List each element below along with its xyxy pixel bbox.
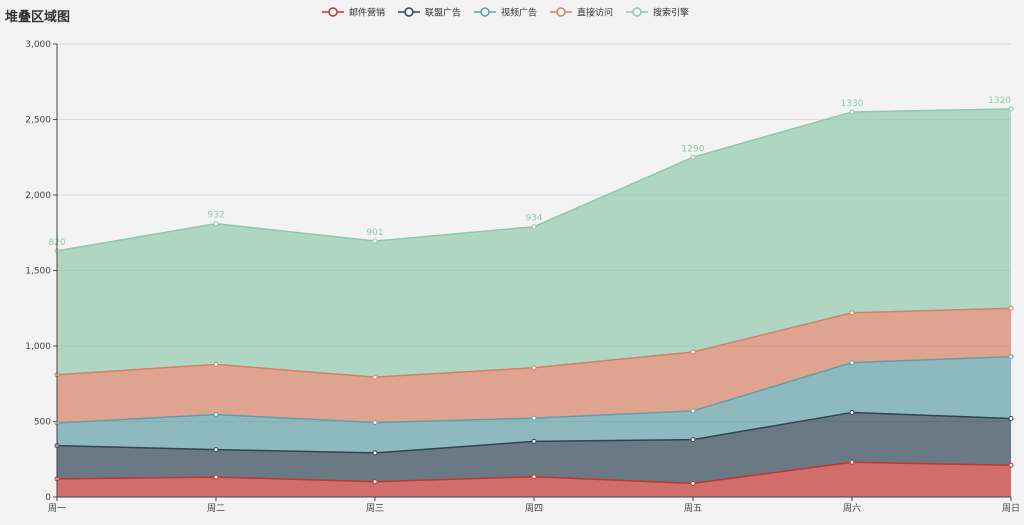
area-series-4: [57, 108, 1011, 378]
y-tick-label: 1,500: [25, 267, 51, 277]
point-series-4: [849, 109, 855, 115]
legend-marker: [328, 7, 338, 17]
point-series-2: [213, 412, 219, 418]
data-label: 934: [525, 214, 542, 224]
x-tick-label: 周二: [207, 503, 225, 514]
legend-item[interactable]: 视频广告: [474, 7, 537, 19]
point-series-4: [690, 154, 696, 160]
legend-marker: [480, 7, 490, 17]
area-series-0: [57, 462, 1011, 497]
area-series-2: [57, 356, 1011, 453]
area-series-1: [57, 412, 1011, 484]
point-series-3: [213, 361, 219, 367]
y-tick-label: 0: [45, 493, 51, 503]
legend-marker: [556, 7, 566, 17]
point-series-1: [531, 438, 537, 444]
point-series-2: [531, 415, 537, 421]
legend-item[interactable]: 直接访问: [550, 7, 613, 19]
y-tick-label: 2,500: [25, 116, 51, 126]
point-series-0: [213, 474, 219, 480]
legend-label: 联盟广告: [425, 7, 461, 19]
x-tick-label: 周六: [843, 502, 861, 514]
point-series-3: [372, 374, 378, 380]
data-label: 1330: [841, 99, 864, 109]
point-series-0: [531, 474, 537, 480]
data-label: 901: [366, 228, 383, 238]
x-tick-label: 周日: [1002, 503, 1020, 514]
point-series-3: [531, 365, 537, 371]
legend-marker: [404, 7, 414, 17]
legend-item[interactable]: 搜索引擎: [626, 7, 689, 19]
data-label: 1290: [682, 144, 705, 154]
legend-label: 搜索引擎: [653, 7, 689, 19]
point-series-2: [849, 360, 855, 366]
x-tick-label: 周五: [684, 503, 702, 514]
area-series-3: [57, 308, 1011, 424]
point-series-1: [213, 447, 219, 453]
x-tick-label: 周一: [48, 503, 66, 514]
legend-item[interactable]: 联盟广告: [398, 7, 461, 19]
y-tick-label: 3,000: [25, 40, 51, 50]
data-label: 932: [207, 211, 224, 221]
chart-title: 堆叠区域图: [5, 10, 71, 25]
point-series-0: [372, 479, 378, 485]
legend-label: 邮件营销: [349, 7, 385, 19]
point-series-4: [1008, 106, 1014, 112]
point-series-2: [1008, 354, 1014, 360]
point-series-4: [372, 238, 378, 244]
x-tick-label: 周四: [525, 503, 543, 514]
data-label: 1320: [988, 96, 1011, 106]
point-series-1: [690, 437, 696, 443]
legend-marker: [632, 7, 642, 17]
point-series-1: [849, 409, 855, 415]
legend-label: 直接访问: [577, 7, 613, 19]
point-series-3: [690, 349, 696, 355]
point-series-2: [690, 408, 696, 414]
point-series-1: [372, 450, 378, 456]
y-tick-label: 500: [34, 418, 51, 428]
point-series-0: [1008, 462, 1014, 468]
point-series-4: [531, 224, 537, 230]
point-series-0: [849, 459, 855, 465]
point-series-3: [849, 310, 855, 316]
point-series-0: [690, 480, 696, 486]
x-tick-label: 周三: [366, 503, 384, 514]
legend-label: 视频广告: [501, 7, 537, 19]
point-series-2: [372, 420, 378, 426]
point-series-1: [1008, 415, 1014, 421]
legend-item[interactable]: 邮件营销: [322, 7, 385, 19]
point-series-4: [213, 221, 219, 227]
point-series-3: [1008, 305, 1014, 311]
y-tick-label: 1,000: [25, 342, 51, 352]
y-tick-label: 2,000: [25, 191, 51, 201]
